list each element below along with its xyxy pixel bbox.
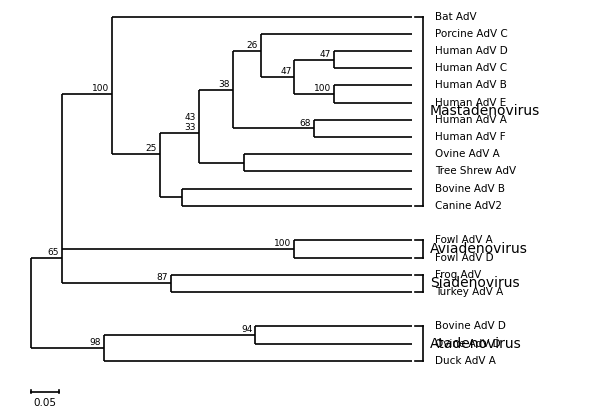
- Text: 100: 100: [314, 84, 331, 93]
- Text: Atadenovirus: Atadenovirus: [430, 337, 522, 351]
- Text: 0.05: 0.05: [34, 398, 56, 408]
- Text: Siadenovirus: Siadenovirus: [430, 276, 520, 290]
- Text: 43: 43: [185, 114, 196, 122]
- Text: Human AdV E: Human AdV E: [434, 97, 506, 108]
- Text: Human AdV A: Human AdV A: [434, 115, 506, 125]
- Text: 94: 94: [241, 325, 253, 334]
- Text: Duck AdV A: Duck AdV A: [434, 356, 496, 366]
- Text: Frog AdV: Frog AdV: [434, 270, 481, 280]
- Text: Bovine AdV D: Bovine AdV D: [434, 321, 505, 331]
- Text: Fowl AdV A: Fowl AdV A: [434, 235, 493, 245]
- Text: Aviadenovirus: Aviadenovirus: [430, 242, 528, 256]
- Text: 47: 47: [319, 50, 331, 59]
- Text: Bat AdV: Bat AdV: [434, 12, 476, 21]
- Text: Porcine AdV C: Porcine AdV C: [434, 29, 508, 39]
- Text: 47: 47: [280, 67, 292, 76]
- Text: 100: 100: [274, 239, 292, 248]
- Text: Human AdV C: Human AdV C: [434, 63, 507, 73]
- Text: Fowl AdV D: Fowl AdV D: [434, 252, 493, 263]
- Text: Human AdV B: Human AdV B: [434, 81, 506, 90]
- Text: 25: 25: [146, 145, 157, 153]
- Text: 98: 98: [89, 338, 101, 347]
- Text: Human AdV D: Human AdV D: [434, 46, 508, 56]
- Text: Mastadenovirus: Mastadenovirus: [430, 104, 541, 118]
- Text: 33: 33: [185, 123, 196, 132]
- Text: Turkey AdV A: Turkey AdV A: [434, 287, 503, 297]
- Text: 38: 38: [218, 80, 230, 89]
- Text: 100: 100: [92, 84, 109, 93]
- Text: Bovine AdV B: Bovine AdV B: [434, 184, 505, 194]
- Text: Tree Shrew AdV: Tree Shrew AdV: [434, 166, 516, 176]
- Text: Human AdV F: Human AdV F: [434, 132, 505, 142]
- Text: 26: 26: [247, 41, 258, 50]
- Text: 65: 65: [47, 248, 59, 256]
- Text: 87: 87: [157, 273, 168, 282]
- Text: Ovine AdV D: Ovine AdV D: [434, 339, 500, 349]
- Text: Canine AdV2: Canine AdV2: [434, 201, 502, 211]
- Text: 68: 68: [300, 119, 311, 128]
- Text: Ovine AdV A: Ovine AdV A: [434, 149, 499, 159]
